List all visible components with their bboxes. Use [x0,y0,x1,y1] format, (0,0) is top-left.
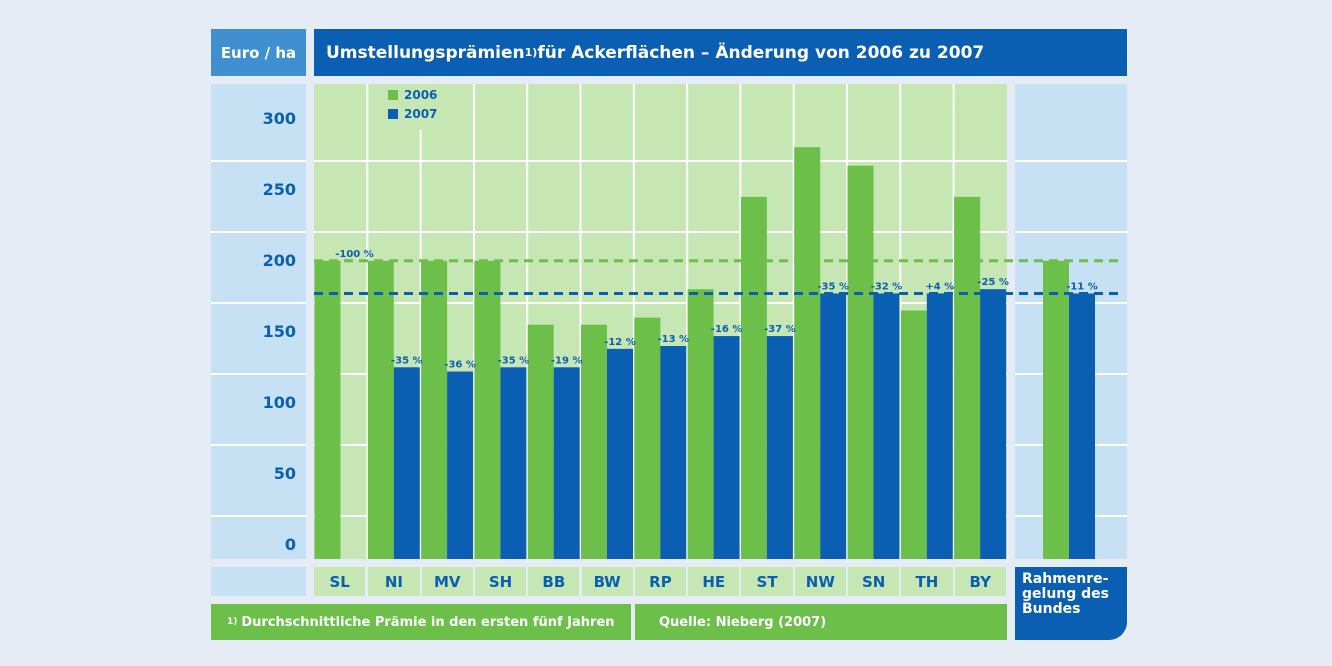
bar-2006 [314,260,341,559]
title-main: Umstellungsprämien [326,42,525,63]
change-label: -35 % [391,355,423,366]
bar-2006 [1043,260,1069,559]
change-label: -12 % [604,337,636,348]
y-tick-label: 50 [273,464,296,483]
bar-2007 [607,348,633,559]
x-tick-label: NI [368,567,420,596]
change-label: -19 % [551,355,583,366]
y-tick-label: 150 [262,322,296,341]
change-label: -13 % [658,334,690,345]
title-footnote-mark: 1) [524,46,538,59]
bar-2007 [393,367,420,559]
bar-2006 [900,310,927,559]
change-label: -16 % [711,324,743,335]
change-label: -100 % [335,249,374,260]
x-tick-label: ST [741,567,793,596]
bar-2007 [766,336,793,559]
x-tick-label: SL [314,567,366,596]
bar-2006 [421,260,448,559]
bar-2007 [660,346,687,559]
bar-2006 [527,324,554,559]
y-tick-label: 0 [284,535,296,554]
bar-2006 [954,196,981,559]
x-tick-label: TH [901,567,953,596]
change-label: -35 % [817,281,849,292]
chart-title: Umstellungsprämien 1) für Ackerflächen – … [314,29,1127,76]
change-label: +4 % [925,281,954,292]
x-tick-label: RP [634,567,687,596]
bar-2006 [367,260,394,559]
change-label: -32 % [871,281,903,292]
source-note: Quelle: Nieberg (2007) [635,604,1007,640]
y-tick-label: 250 [262,180,296,199]
bar-2007 [500,367,527,559]
x-axis-blank [211,567,306,596]
x-tick-label: SN [848,567,900,596]
bar-2007 [553,367,580,559]
legend-label-2007: 2007 [404,107,437,121]
bar-2007 [873,293,900,559]
x-tick-label: MV [421,567,473,596]
x-tick-label: HE [688,567,740,596]
bar-2006 [634,317,661,559]
footnote-mark: 1) [227,617,238,627]
change-label: -35 % [498,355,530,366]
bar-2007 [713,336,740,559]
change-label: -11 % [1066,281,1098,292]
y-tick-label: 100 [262,393,296,412]
bar-2007 [820,293,847,559]
y-unit-label: Euro / ha [211,29,306,76]
change-label: -25 % [977,277,1009,288]
y-tick-label: 300 [262,109,296,128]
bar-2007 [447,371,474,559]
x-tick-label: BW [581,567,633,596]
federal-category-label: Rahmenre- gelung des Bundes [1015,567,1127,640]
footnote: 1) Durchschnittliche Prämie in den ersten… [211,604,631,640]
bar-2006 [847,165,874,559]
bar-2007 [980,289,1007,559]
bar-2006 [740,196,767,559]
bar-2007 [1069,293,1095,559]
change-label: -37 % [764,324,796,335]
y-tick-label: 200 [262,251,296,270]
x-tick-label: BY [954,567,1006,596]
legend-label-2006: 2006 [404,88,437,102]
x-tick-label: BB [528,567,580,596]
title-rest: für Ackerflächen – Änderung von 2006 zu … [537,42,985,63]
footnote-text: Durchschnittliche Prämie in den ersten f… [241,614,615,630]
bar-2006 [581,324,607,559]
bar-2006 [794,147,821,559]
legend-swatch-2007 [388,109,398,119]
change-label: -36 % [444,360,476,371]
bar-2006 [687,289,714,559]
x-tick-label: SH [474,567,527,596]
x-tick-label: NW [794,567,846,596]
legend-swatch-2006 [388,90,398,100]
y-axis-panel: 0 50 100 150 200 250 300 [211,84,306,559]
bar-2007 [926,293,953,559]
bar-2006 [474,260,501,559]
